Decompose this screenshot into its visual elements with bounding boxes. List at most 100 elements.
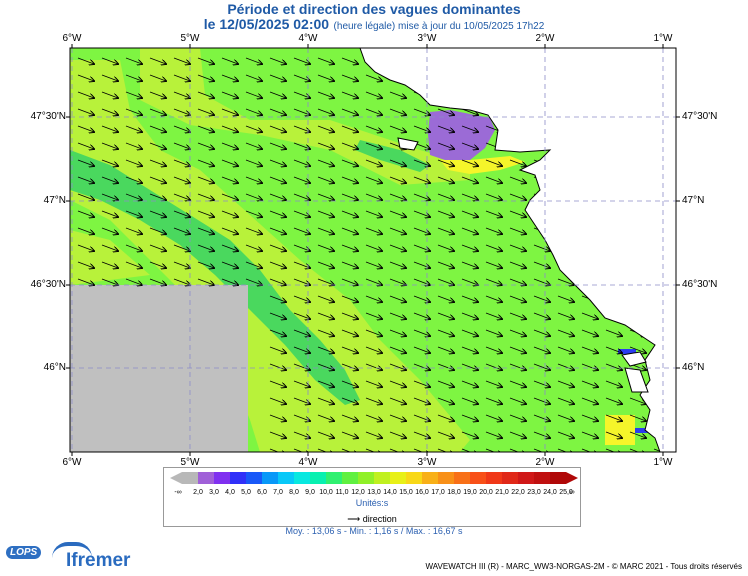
direction-arrow xyxy=(149,91,166,98)
direction-key: ⟶ direction xyxy=(164,514,580,525)
direction-arrow xyxy=(533,295,550,302)
update-info: (heure légale) mise à jour du 10/05/2025… xyxy=(333,21,545,32)
direction-arrow xyxy=(461,431,478,438)
direction-arrow xyxy=(509,278,526,285)
direction-arrow xyxy=(389,244,406,251)
direction-arrow xyxy=(149,125,166,132)
legend-swatch xyxy=(438,472,454,484)
direction-arrow xyxy=(77,244,94,251)
direction-arrow xyxy=(581,380,598,387)
dark-streak xyxy=(355,140,430,172)
direction-arrow xyxy=(485,159,502,166)
legend-swatch xyxy=(246,472,262,484)
direction-arrow xyxy=(317,176,334,183)
direction-arrow xyxy=(365,329,382,336)
direction-arrow xyxy=(269,397,286,404)
direction-arrow xyxy=(365,74,382,81)
direction-arrow xyxy=(101,159,118,166)
legend-swatch xyxy=(182,472,198,484)
direction-arrow xyxy=(125,74,142,81)
direction-arrow xyxy=(197,261,214,268)
direction-arrow xyxy=(293,278,310,285)
direction-arrow xyxy=(269,244,286,251)
direction-arrow xyxy=(365,380,382,387)
direction-arrow xyxy=(149,176,166,183)
direction-arrow xyxy=(125,142,142,149)
lon-label-bottom: 3°W xyxy=(417,457,437,468)
direction-arrow xyxy=(173,125,190,132)
legend-low-triangle xyxy=(170,472,182,484)
direction-arrow xyxy=(365,125,382,132)
direction-arrow xyxy=(509,329,526,336)
direction-arrow xyxy=(461,380,478,387)
direction-arrow xyxy=(293,363,310,370)
direction-arrow xyxy=(389,380,406,387)
lon-label-top: 1°W xyxy=(653,33,673,44)
direction-arrow xyxy=(365,261,382,268)
direction-arrow xyxy=(245,91,262,98)
direction-arrow xyxy=(341,108,358,115)
direction-arrow xyxy=(317,329,334,336)
direction-arrow xyxy=(509,193,526,200)
direction-arrow xyxy=(293,142,310,149)
direction-arrow xyxy=(221,57,238,64)
direction-arrow xyxy=(125,159,142,166)
direction-arrow xyxy=(533,261,550,268)
direction-arrow xyxy=(245,108,262,115)
legend-swatch xyxy=(406,472,422,484)
direction-arrow xyxy=(149,261,166,268)
direction-arrow xyxy=(509,244,526,251)
direction-arrow xyxy=(293,159,310,166)
direction-arrow xyxy=(365,193,382,200)
lat-label-left: 47°30'N xyxy=(30,111,66,122)
direction-arrow xyxy=(173,227,190,234)
direction-arrow xyxy=(293,244,310,251)
direction-arrow xyxy=(197,159,214,166)
legend-swatch xyxy=(374,472,390,484)
direction-arrow xyxy=(173,159,190,166)
direction-arrow xyxy=(173,57,190,64)
direction-arrow xyxy=(77,108,94,115)
lon-label-top: 6°W xyxy=(62,33,82,44)
direction-arrow xyxy=(629,397,646,404)
direction-arrow xyxy=(317,295,334,302)
direction-arrow xyxy=(437,261,454,268)
direction-arrow xyxy=(533,397,550,404)
legend-swatch xyxy=(198,472,214,484)
direction-arrow xyxy=(557,329,574,336)
direction-arrow xyxy=(293,329,310,336)
direction-arrow xyxy=(533,278,550,285)
direction-arrow xyxy=(269,363,286,370)
credit: WAVEWATCH III (R) - MARC_WW3-NORGAS-2M -… xyxy=(425,562,742,571)
direction-arrow xyxy=(101,57,118,64)
direction-arrow xyxy=(365,278,382,285)
direction-arrow xyxy=(197,125,214,132)
direction-arrow xyxy=(269,295,286,302)
direction-arrow xyxy=(485,295,502,302)
direction-arrow xyxy=(341,74,358,81)
direction-arrow xyxy=(77,57,94,64)
direction-arrow xyxy=(269,431,286,438)
lon-label-bottom: 1°W xyxy=(653,457,673,468)
direction-arrow xyxy=(101,193,118,200)
direction-arrow xyxy=(533,312,550,319)
direction-arrow xyxy=(437,108,454,115)
direction-arrow xyxy=(245,125,262,132)
high-period-zone xyxy=(440,156,525,174)
direction-arrow xyxy=(149,278,166,285)
direction-arrow xyxy=(389,431,406,438)
direction-arrow xyxy=(173,91,190,98)
direction-arrow xyxy=(365,91,382,98)
direction-arrow xyxy=(509,210,526,217)
direction-arrow xyxy=(629,414,646,421)
direction-arrow xyxy=(293,74,310,81)
direction-arrow xyxy=(197,74,214,81)
direction-arrow xyxy=(437,312,454,319)
direction-arrow xyxy=(461,329,478,336)
direction-arrow xyxy=(269,108,286,115)
legend-tick-label: 16,0 xyxy=(415,489,429,496)
direction-arrow xyxy=(437,397,454,404)
direction-arrow xyxy=(245,74,262,81)
direction-arrow xyxy=(197,176,214,183)
direction-arrow xyxy=(389,346,406,353)
